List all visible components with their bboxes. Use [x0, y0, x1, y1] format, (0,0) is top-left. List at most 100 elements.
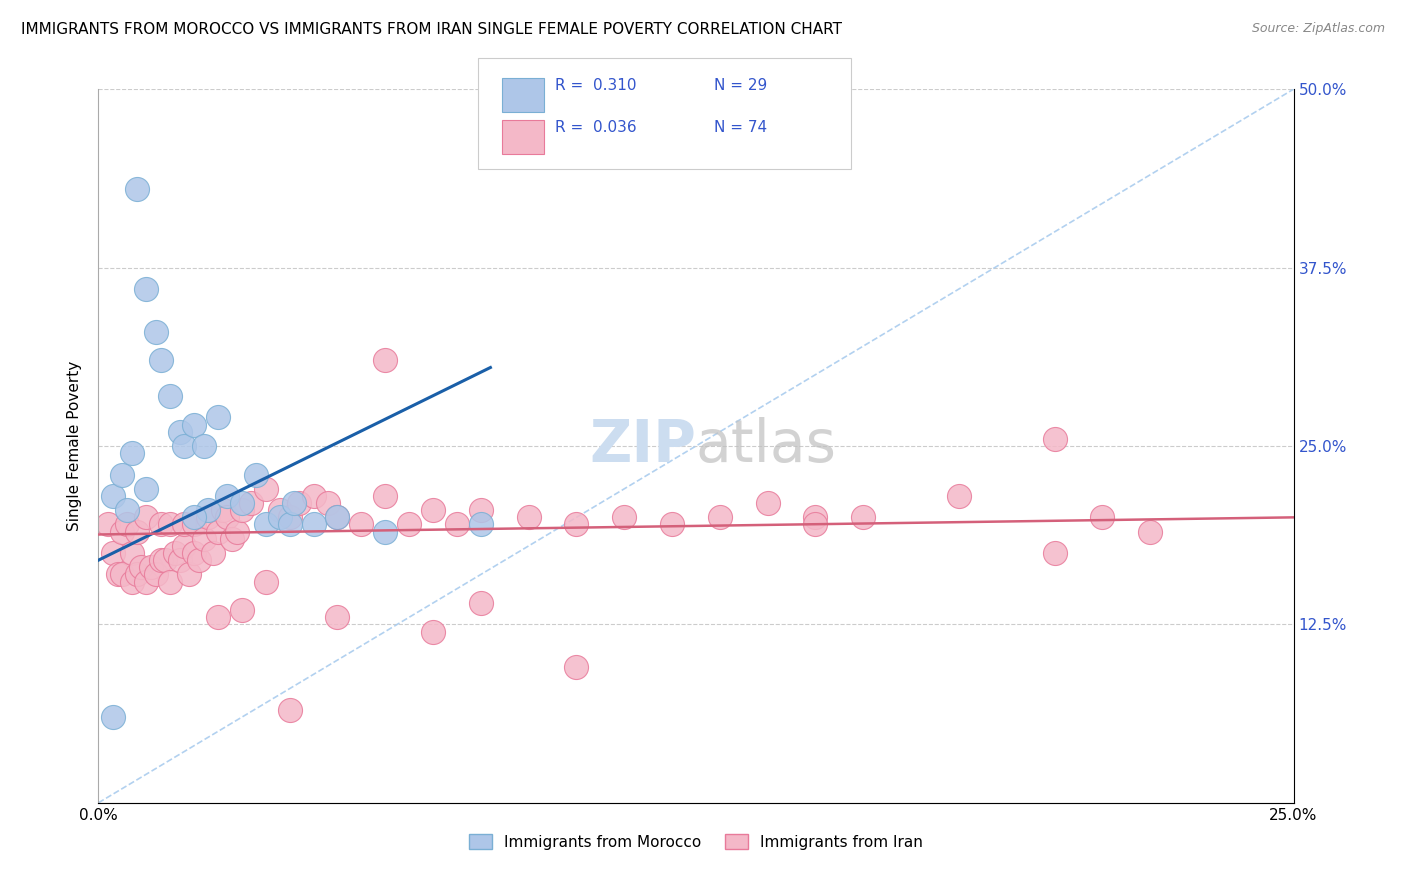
Point — [374, 489, 396, 503]
Point — [326, 510, 349, 524]
Point — [240, 496, 263, 510]
Text: atlas: atlas — [696, 417, 837, 475]
Point — [269, 510, 291, 524]
Point — [101, 710, 124, 724]
Text: ZIP: ZIP — [589, 417, 696, 475]
Text: R =  0.036: R = 0.036 — [555, 120, 637, 136]
Point — [197, 503, 219, 517]
Point — [187, 553, 209, 567]
Point — [125, 567, 148, 582]
Point — [709, 510, 731, 524]
Point — [121, 446, 143, 460]
Point — [254, 517, 277, 532]
Point — [193, 532, 215, 546]
Point — [173, 539, 195, 553]
Point — [159, 389, 181, 403]
Point — [398, 517, 420, 532]
Point — [948, 489, 970, 503]
Point — [149, 353, 172, 368]
Point — [97, 517, 120, 532]
Point — [288, 496, 311, 510]
Point — [135, 574, 157, 589]
Point — [135, 510, 157, 524]
Point — [283, 496, 305, 510]
Point — [111, 567, 134, 582]
Point — [173, 439, 195, 453]
Point — [565, 517, 588, 532]
Point — [183, 517, 205, 532]
Point — [149, 553, 172, 567]
Point — [169, 553, 191, 567]
Point — [125, 524, 148, 539]
Point — [221, 532, 243, 546]
Point — [316, 496, 339, 510]
Point — [211, 503, 233, 517]
Point — [217, 510, 239, 524]
Point — [111, 524, 134, 539]
Text: IMMIGRANTS FROM MOROCCO VS IMMIGRANTS FROM IRAN SINGLE FEMALE POVERTY CORRELATIO: IMMIGRANTS FROM MOROCCO VS IMMIGRANTS FR… — [21, 22, 842, 37]
Point — [326, 610, 349, 624]
Point — [254, 574, 277, 589]
Point — [135, 282, 157, 296]
Point — [111, 467, 134, 482]
Point — [135, 482, 157, 496]
Point — [101, 546, 124, 560]
Point — [374, 353, 396, 368]
Point — [245, 467, 267, 482]
Point — [852, 510, 875, 524]
Point — [254, 482, 277, 496]
Point — [107, 567, 129, 582]
Point — [197, 510, 219, 524]
Point — [173, 517, 195, 532]
Point — [207, 410, 229, 425]
Point — [1139, 524, 1161, 539]
Point — [163, 546, 186, 560]
Point — [159, 574, 181, 589]
Point — [231, 496, 253, 510]
Point — [231, 503, 253, 517]
Text: R =  0.310: R = 0.310 — [555, 78, 637, 94]
Point — [565, 660, 588, 674]
Point — [470, 596, 492, 610]
Point — [115, 517, 138, 532]
Point — [145, 325, 167, 339]
Point — [149, 517, 172, 532]
Point — [278, 517, 301, 532]
Point — [470, 503, 492, 517]
Point — [121, 574, 143, 589]
Point — [326, 510, 349, 524]
Point — [446, 517, 468, 532]
Point — [183, 510, 205, 524]
Point — [193, 439, 215, 453]
Point — [131, 560, 153, 574]
Point — [101, 489, 124, 503]
Point — [804, 510, 827, 524]
Point — [269, 503, 291, 517]
Point — [121, 546, 143, 560]
Text: N = 29: N = 29 — [714, 78, 768, 94]
Point — [139, 560, 162, 574]
Point — [1043, 432, 1066, 446]
Point — [231, 603, 253, 617]
Point — [278, 510, 301, 524]
Point — [302, 489, 325, 503]
Y-axis label: Single Female Poverty: Single Female Poverty — [67, 361, 83, 531]
Point — [207, 610, 229, 624]
Point — [1091, 510, 1114, 524]
Text: Source: ZipAtlas.com: Source: ZipAtlas.com — [1251, 22, 1385, 36]
Point — [115, 503, 138, 517]
Point — [159, 517, 181, 532]
Point — [804, 517, 827, 532]
Point — [1043, 546, 1066, 560]
Point — [517, 510, 540, 524]
Point — [422, 503, 444, 517]
Legend: Immigrants from Morocco, Immigrants from Iran: Immigrants from Morocco, Immigrants from… — [463, 828, 929, 855]
Point — [470, 517, 492, 532]
Point — [125, 182, 148, 196]
Point — [217, 489, 239, 503]
Text: N = 74: N = 74 — [714, 120, 768, 136]
Point — [302, 517, 325, 532]
Point — [374, 524, 396, 539]
Point — [661, 517, 683, 532]
Point — [756, 496, 779, 510]
